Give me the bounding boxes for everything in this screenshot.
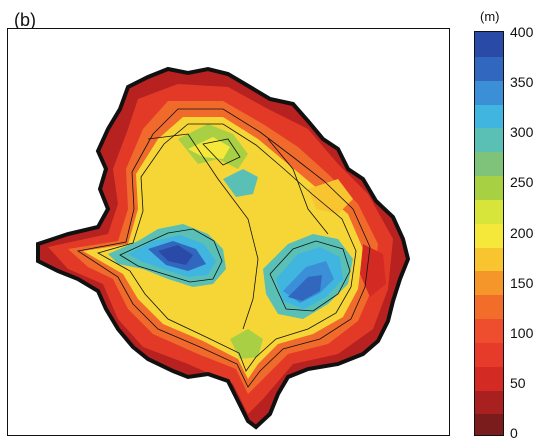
colorbar-band — [475, 389, 503, 415]
colorbar-band — [475, 365, 503, 391]
colorbar-band — [475, 174, 503, 200]
colorbar-band — [475, 246, 503, 272]
colorbar — [474, 31, 504, 436]
panel-label: (b) — [14, 10, 36, 30]
colorbar-band — [475, 413, 503, 435]
colorbar-tick-label: 200 — [510, 224, 534, 241]
colorbar-band — [475, 341, 503, 367]
colorbar-tick-label: 50 — [510, 374, 526, 391]
colorbar-band — [475, 55, 503, 81]
colorbar-band — [475, 270, 503, 296]
contour-map — [36, 67, 410, 429]
colorbar-tick-label: 350 — [510, 74, 534, 91]
colorbar-band — [475, 103, 503, 129]
colorbar-tick-label: 100 — [510, 324, 534, 341]
colorbar-band — [475, 79, 503, 105]
colorbar-unit: (m) — [480, 9, 500, 24]
colorbar-band — [475, 127, 503, 153]
colorbar-tick-label: 0 — [510, 425, 518, 441]
colorbar-tick-label: 250 — [510, 174, 534, 191]
colorbar-tick-label: 300 — [510, 124, 534, 141]
colorbar-band — [475, 222, 503, 248]
colorbar-band — [475, 32, 503, 57]
colorbar-band — [475, 317, 503, 343]
colorbar-band — [475, 198, 503, 224]
map-frame — [7, 28, 450, 436]
colorbar-band — [475, 151, 503, 177]
colorbar-tick-label: 400 — [510, 24, 534, 40]
colorbar-band — [475, 294, 503, 320]
colorbar-tick-label: 150 — [510, 274, 534, 291]
